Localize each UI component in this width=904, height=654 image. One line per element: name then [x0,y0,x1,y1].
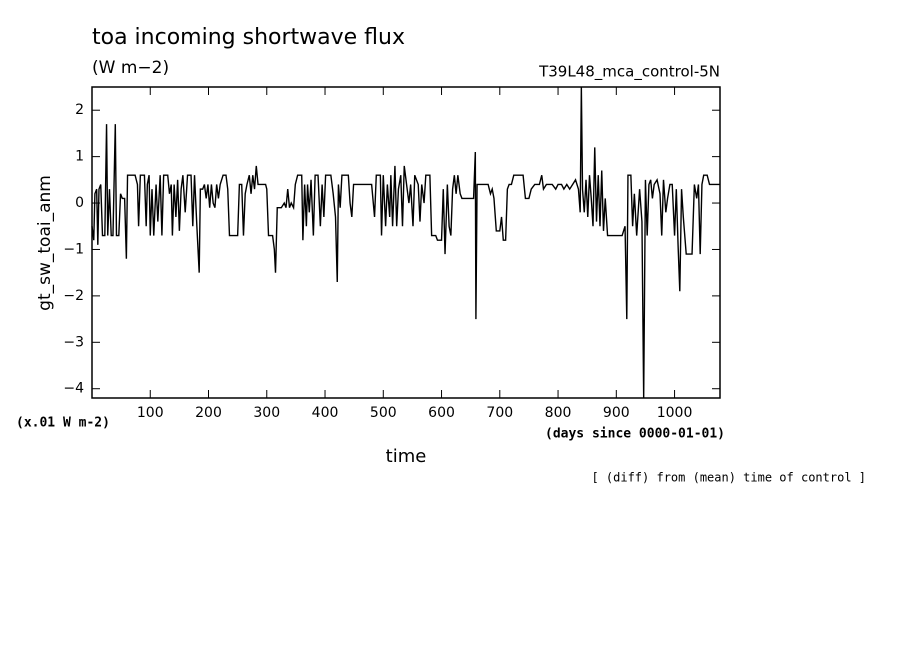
x-tick-label: 600 [428,405,455,421]
y-unit-note: (x.01 W m-2) [16,416,110,431]
y-axis-label: gt_sw_toai_anm [35,175,55,311]
x-tick-label: 800 [545,405,572,421]
subtitle: (W m−2) [92,58,169,78]
x-tick-label: 100 [137,405,164,421]
x-tick-label: 300 [253,405,280,421]
plot-frame [91,86,721,399]
x-axis-label: time [386,446,427,467]
x-tick-label: 500 [370,405,397,421]
x-tick-label: 400 [312,405,339,421]
experiment-label: T39L48_mca_control-5N [538,63,720,82]
chart-title: toa incoming shortwave flux [92,25,405,50]
x-tick-label: 900 [603,405,630,421]
y-tick-label: 0 [75,195,84,211]
x-tick-label: 1000 [657,405,693,421]
y-tick-label: −1 [63,241,84,257]
data-line [91,86,720,399]
footnote: [ (diff) from (mean) time of control ] [591,471,866,485]
y-tick-label: −2 [63,288,84,304]
x-tick-label: 200 [195,405,222,421]
y-tick-label: 2 [75,102,84,118]
x-unit-note: (days since 0000-01-01) [545,427,725,442]
y-tick-label: 1 [75,149,84,165]
y-tick-label: −3 [63,334,84,350]
y-tick-label: −4 [63,381,84,397]
x-tick-label: 700 [486,405,513,421]
